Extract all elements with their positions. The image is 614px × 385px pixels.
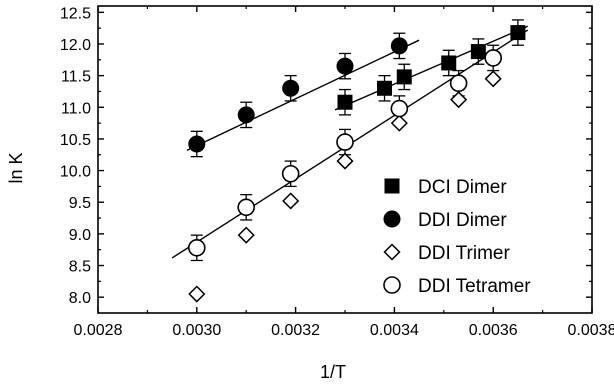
x-tick-label: 0.0038 (568, 322, 614, 339)
y-tick-label: 10.0 (60, 164, 91, 181)
ddi-trimer-point (282, 192, 300, 210)
ddi-tetramer-point (188, 239, 206, 257)
y-tick-label: 9.0 (69, 227, 91, 244)
ddi-tetramer-point (281, 164, 300, 183)
dci-dimer-point (337, 94, 353, 110)
y-tick-label: 10.5 (60, 132, 91, 149)
y-tick-label: 11.5 (61, 69, 91, 86)
ddi-trimer-point (188, 285, 206, 303)
dci-dimer-point (510, 25, 526, 41)
legend-marker-ddi-trimer (383, 243, 401, 261)
ddi-trimer-point (484, 70, 502, 88)
x-tick-label: 0.0034 (370, 322, 419, 339)
legend-marker-ddi-tetramer (383, 276, 401, 294)
ddi-dimer-fit-line (186, 39, 420, 151)
dci-dimer-point (377, 80, 393, 96)
dci-dimer-point (470, 44, 486, 60)
ddi-dimer-point (282, 79, 300, 97)
y-tick-label: 12.0 (60, 37, 91, 54)
y-tick-label: 8.5 (69, 259, 91, 276)
y-tick-label: 9.5 (69, 195, 91, 212)
ddi-tetramer-point (336, 133, 354, 151)
ddi-trimer-point (390, 114, 408, 132)
ddi-dimer-point (188, 135, 206, 153)
y-axis-title: ln K (6, 152, 26, 183)
legend-label-ddi-tetramer: DDI Tetramer (418, 276, 531, 297)
ddi-tetramer-point (237, 198, 255, 217)
legend-label-dci-dimer: DCI Dimer (418, 177, 507, 198)
legend-marker-dci-dimer (384, 178, 400, 194)
x-tick-label: 0.0032 (271, 322, 320, 339)
ddi-dimer-point (390, 37, 408, 55)
dci-dimer-point (441, 55, 457, 71)
dci-dimer-point (396, 69, 412, 85)
x-tick-label: 0.0030 (172, 322, 221, 339)
ddi-tetramer-point (484, 49, 503, 67)
legend-marker-ddi-dimer (383, 210, 401, 228)
legend-label-ddi-trimer: DDI Trimer (418, 243, 511, 264)
x-tick-label: 0.0036 (469, 322, 518, 339)
y-tick-label: 8.0 (69, 290, 91, 307)
dci-dimer-fit-line (334, 25, 529, 111)
ddi-trimer-point (336, 152, 354, 170)
ddi-dimer-point (336, 57, 354, 75)
x-axis-title: 1/T (320, 362, 346, 382)
y-tick-label: 12.5 (60, 5, 91, 22)
x-tick-label: 0.0028 (74, 322, 123, 339)
ddi-tetramer-point (449, 74, 468, 93)
ddi-tetramer-point (390, 99, 409, 118)
legend-label-ddi-dimer: DDI Dimer (418, 210, 507, 231)
y-tick-label: 11.0 (61, 100, 91, 117)
ddi-trimer-point (450, 91, 468, 109)
ddi-dimer-point (237, 106, 255, 124)
ddi-trimer-point (237, 226, 255, 244)
